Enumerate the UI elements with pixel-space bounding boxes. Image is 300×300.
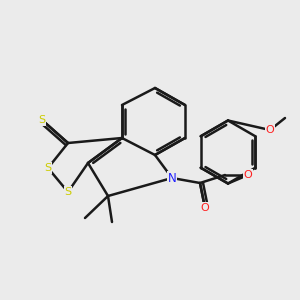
Text: S: S <box>38 115 46 125</box>
Text: O: O <box>201 203 209 213</box>
Text: S: S <box>44 163 52 173</box>
Text: N: N <box>168 172 176 184</box>
Text: O: O <box>244 170 252 180</box>
Text: O: O <box>266 125 274 135</box>
Text: S: S <box>64 187 72 197</box>
